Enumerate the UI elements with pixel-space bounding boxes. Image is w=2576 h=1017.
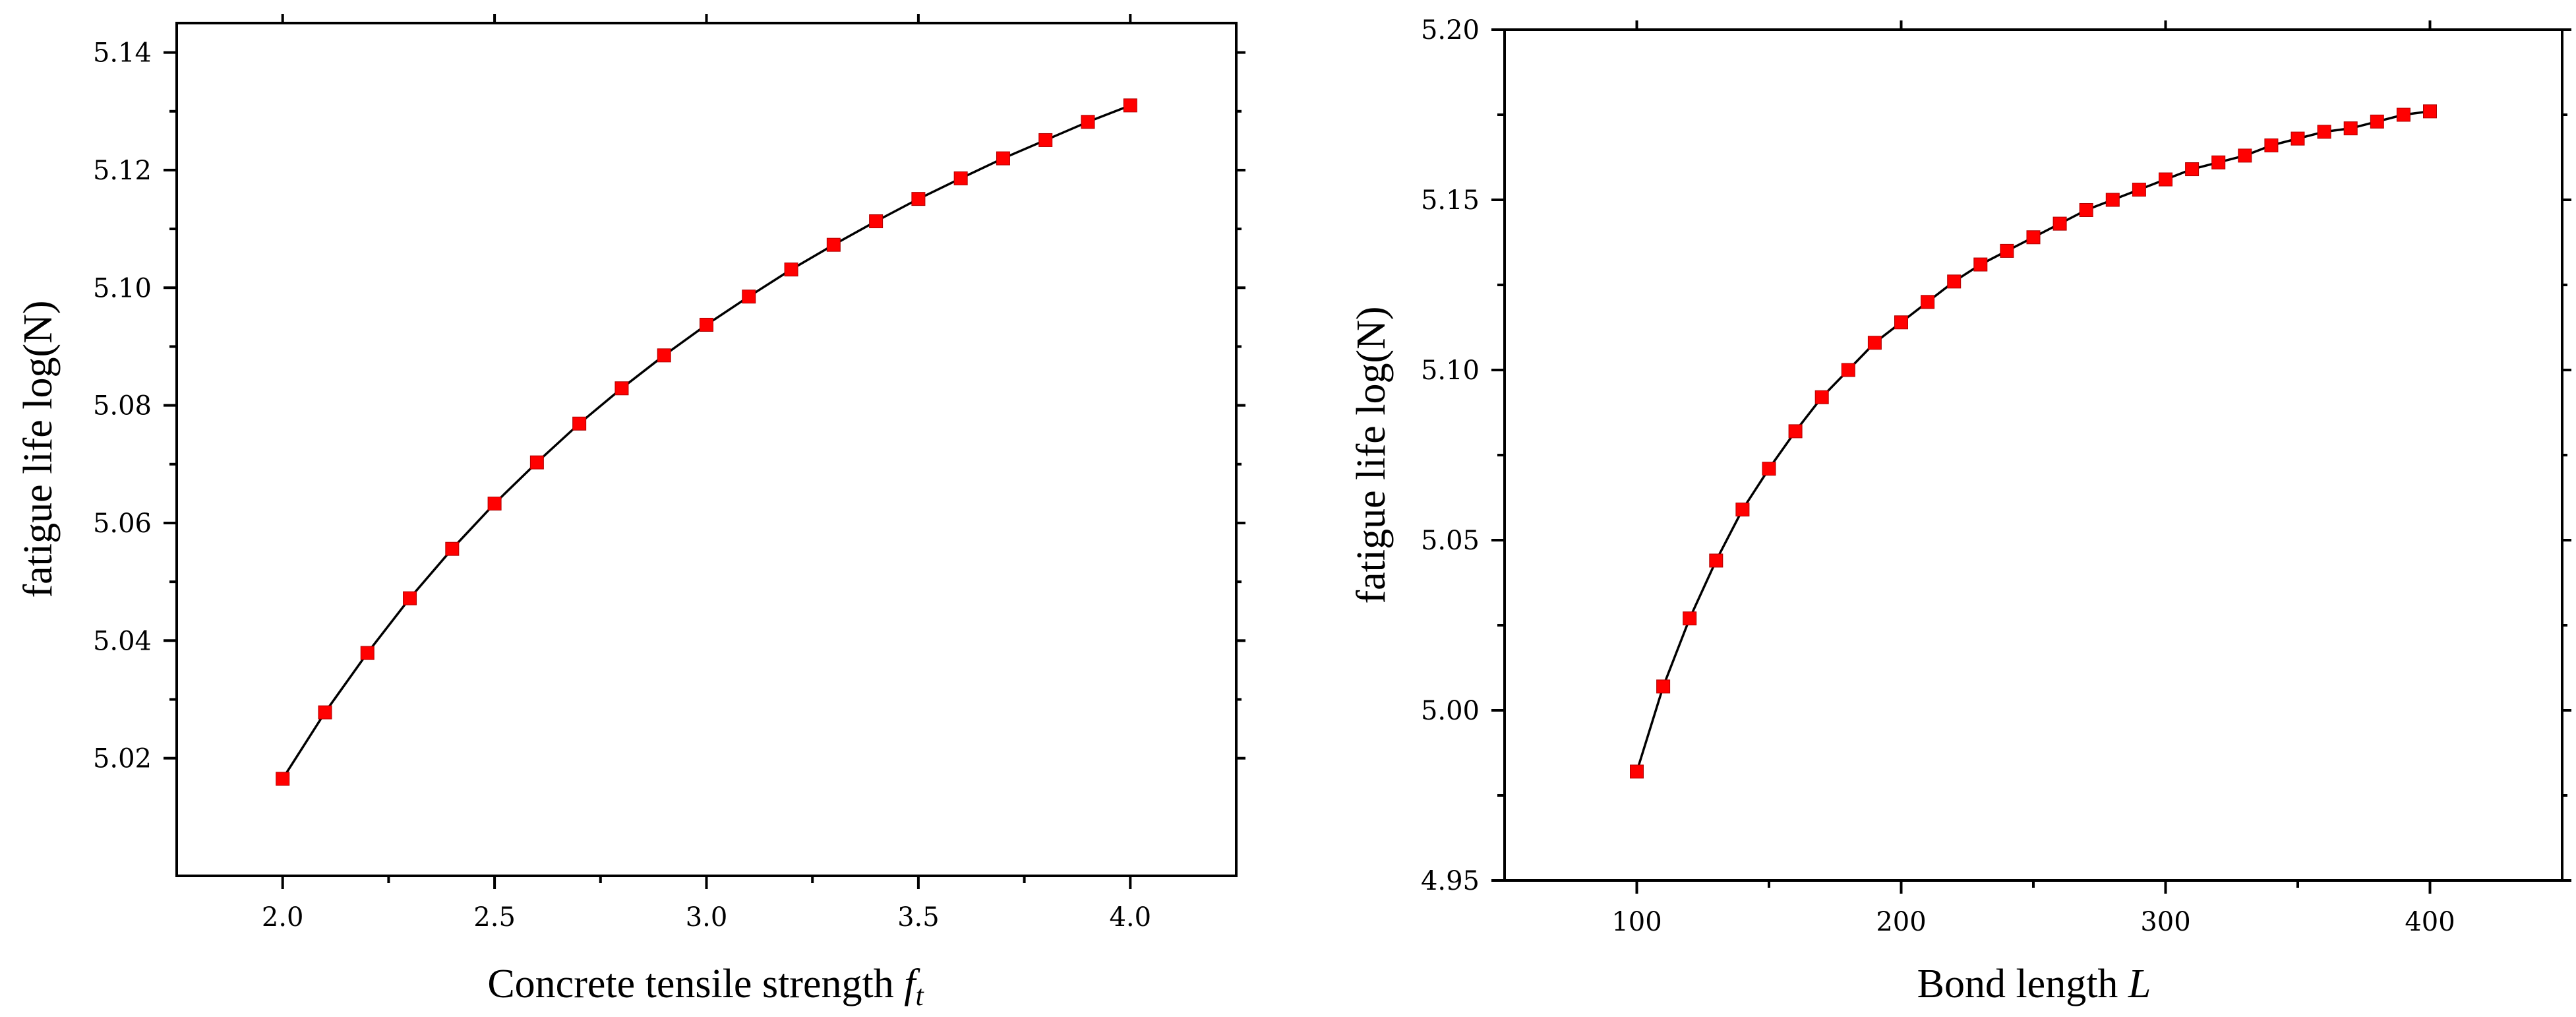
y-tick-label-right: 5.15 — [1421, 185, 1480, 216]
y-tick-label-left: 5.10 — [93, 273, 152, 303]
data-point-left — [360, 646, 374, 660]
data-point-right — [1735, 503, 1750, 517]
x-tick-label-left: 3.0 — [686, 902, 728, 933]
data-point-left — [869, 214, 884, 229]
data-point-left — [318, 705, 332, 720]
data-point-right — [2052, 216, 2067, 231]
data-point-right — [2000, 243, 2014, 258]
data-point-right — [2396, 108, 2411, 122]
data-point-right — [2105, 193, 2120, 207]
data-point-left — [1081, 115, 1095, 129]
data-point-right — [1921, 295, 1935, 309]
data-point-right — [1762, 462, 1776, 476]
chart-right: 100 200 300 400 4.95 5.00 5.05 5.10 5.15 5.20 Bo… — [1349, 15, 2571, 1006]
data-point-right — [1709, 553, 1723, 568]
x-axis-title-right: Bond length L — [1917, 962, 2151, 1006]
data-point-right — [2317, 125, 2331, 139]
y-axis-title-right: fatigue life log(N) — [1349, 306, 1394, 603]
data-point-right — [1683, 611, 1697, 626]
y-tick-label-right: 5.00 — [1421, 696, 1480, 726]
y-axis-title-left: fatigue life log(N) — [16, 300, 61, 598]
data-point-left — [996, 151, 1010, 166]
data-point-right — [2185, 162, 2200, 177]
y-tick-label-left: 5.14 — [93, 38, 152, 69]
y-tick-label-left: 5.06 — [93, 508, 152, 539]
data-point-left — [1038, 133, 1053, 147]
data-point-right — [1867, 336, 1882, 350]
data-point-left — [276, 772, 290, 786]
data-point-right — [1788, 424, 1803, 439]
y-tick-label-left: 5.08 — [93, 391, 152, 421]
data-point-right — [2211, 155, 2226, 170]
data-point-left — [445, 541, 460, 556]
data-point-right — [2132, 183, 2146, 197]
data-point-right — [1656, 679, 1671, 694]
data-point-left — [911, 192, 926, 206]
x-tick-label-right: 400 — [2405, 907, 2455, 937]
data-point-left — [953, 171, 968, 185]
x-tick-label-right: 100 — [1611, 907, 1662, 937]
data-point-left — [529, 455, 544, 470]
data-point-right — [1973, 257, 1988, 272]
y-tick-label-right: 4.95 — [1421, 866, 1480, 896]
data-point-right — [1814, 390, 1829, 404]
x-tick-label-left: 2.0 — [262, 902, 304, 933]
data-point-right — [2026, 230, 2041, 245]
data-point-left — [826, 237, 841, 252]
data-point-right — [2079, 202, 2093, 217]
data-point-right — [2291, 131, 2305, 146]
data-point-left — [784, 262, 798, 277]
data-point-right — [2343, 121, 2358, 136]
data-point-left — [572, 416, 587, 431]
data-point-right — [2159, 172, 2172, 187]
y-tick-label-right: 5.05 — [1421, 526, 1480, 556]
y-tick-label-right: 5.20 — [1421, 15, 1480, 46]
y-tick-label-left: 5.02 — [93, 744, 152, 774]
data-point-left — [742, 290, 756, 304]
data-point-right — [1947, 274, 1962, 289]
x-tick-label-right: 200 — [1876, 907, 1926, 937]
data-point-left — [1123, 98, 1137, 113]
x-tick-label-right: 300 — [2140, 907, 2190, 937]
series-line-right — [1635, 110, 2430, 772]
x-tick-label-left: 3.5 — [897, 902, 940, 933]
data-point-right — [2370, 114, 2384, 129]
data-point-right — [1841, 363, 1855, 377]
x-axis-title-left: Concrete tensile strength ft — [487, 962, 924, 1012]
series-line-left — [282, 104, 1131, 780]
data-point-left — [700, 317, 713, 332]
x-tick-label-left: 2.5 — [473, 902, 516, 933]
data-point-right — [2264, 138, 2279, 152]
plot-frame-right — [1503, 28, 2563, 882]
y-tick-label-left: 5.12 — [93, 156, 152, 186]
data-point-right — [2238, 148, 2252, 163]
y-tick-label-right: 5.10 — [1421, 355, 1480, 386]
data-point-left — [487, 497, 502, 511]
plot-frame-left — [175, 22, 1238, 877]
data-point-right — [1894, 315, 1908, 330]
y-tick-label-left: 5.04 — [93, 626, 152, 656]
data-point-right — [1630, 764, 1644, 779]
data-point-left — [657, 348, 671, 363]
chart-left: 2.0 2.5 3.0 3.5 4.0 5.02 5.04 5.06 5.08 5.10 5.12… — [16, 14, 1245, 1012]
data-point-left — [614, 381, 629, 396]
data-point-left — [403, 591, 417, 605]
data-point-right — [2423, 104, 2437, 119]
x-tick-label-left: 4.0 — [1109, 902, 1151, 933]
